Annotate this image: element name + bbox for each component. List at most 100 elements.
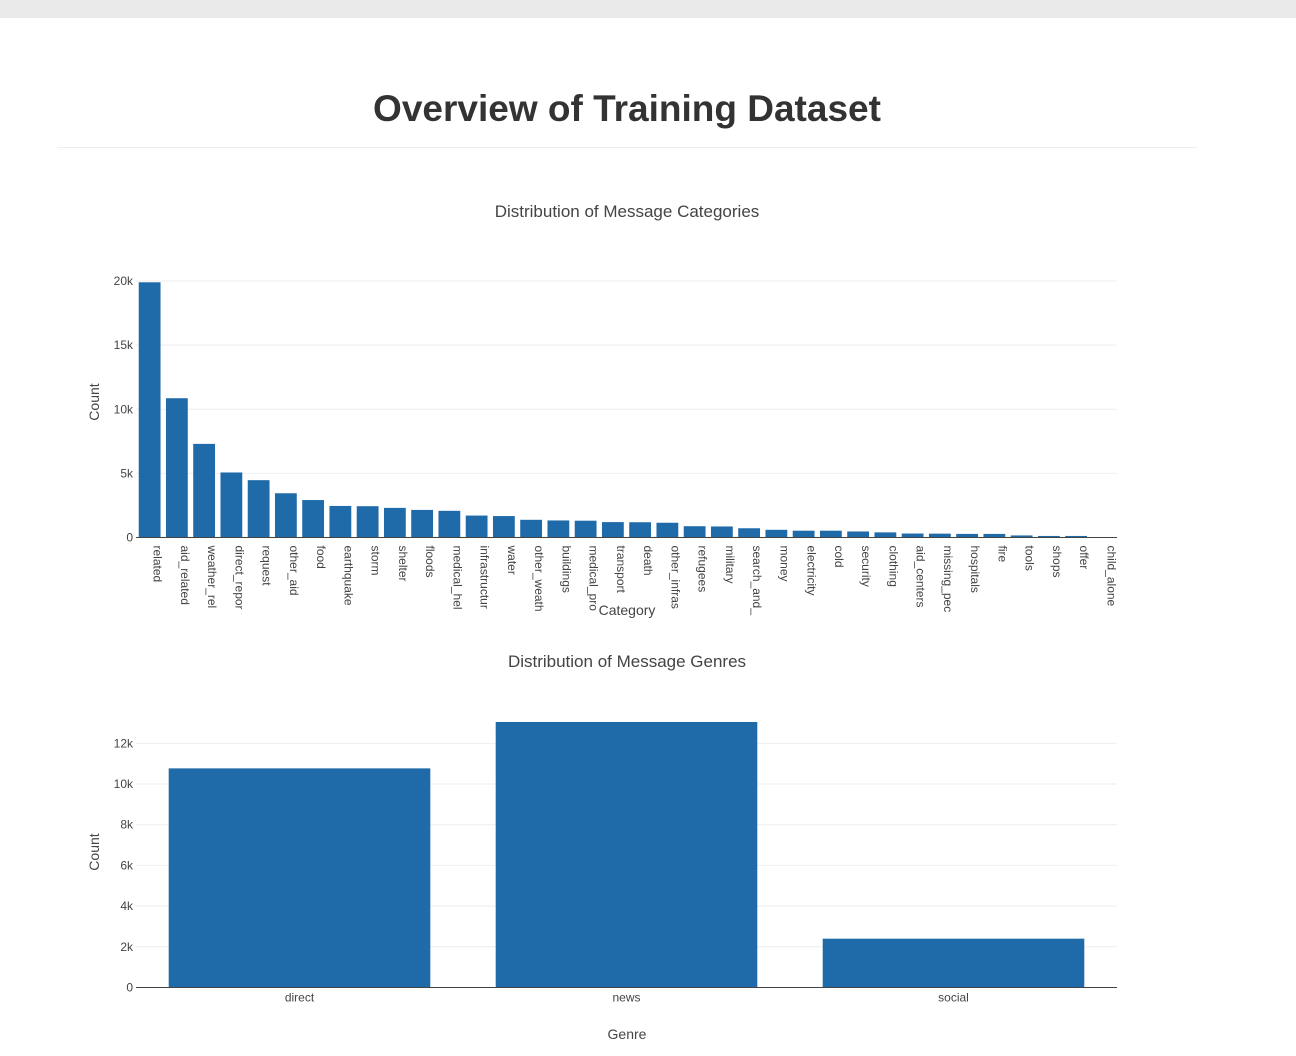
x-tick-label: social <box>938 991 969 1005</box>
y-tick-label: 0 <box>126 981 133 995</box>
bar <box>601 522 624 538</box>
x-tick-label: aid_centers <box>914 546 928 608</box>
x-axis-title: Category <box>599 602 656 618</box>
x-tick-label: transport <box>614 546 628 594</box>
y-axis-title: Count <box>86 833 102 870</box>
bar <box>819 530 842 538</box>
x-axis-ticks: related aid_related weather_rel direct_repo… <box>151 545 1119 616</box>
page-header: Overview of Training Dataset <box>57 18 1197 148</box>
chart-title: Distribution of Message Genres <box>508 652 746 671</box>
bar <box>901 533 924 538</box>
bar <box>220 472 243 538</box>
bar <box>847 531 870 538</box>
y-axis-ticks: 0 2k 4k 6k 8k 10k 12k <box>114 736 134 994</box>
x-axis-ticks: direct news social <box>285 991 969 1005</box>
y-tick-label: 4k <box>120 899 134 913</box>
bar <box>438 510 461 538</box>
x-tick-label: shops <box>1050 546 1064 578</box>
y-tick-label: 15k <box>114 338 134 352</box>
x-tick-label: security <box>859 546 873 587</box>
bar <box>710 526 733 538</box>
x-tick-label: aid_related <box>178 546 192 605</box>
browser-top-bar <box>0 0 1296 18</box>
bar <box>792 530 815 538</box>
bar <box>629 522 652 538</box>
x-tick-label: other_infras <box>668 546 682 609</box>
bar <box>822 938 1085 988</box>
x-tick-label: request <box>260 546 274 587</box>
bar <box>274 493 297 538</box>
x-tick-label: floods <box>423 546 437 578</box>
x-tick-label: medical_pro <box>587 546 601 612</box>
y-tick-label: 8k <box>120 818 134 832</box>
x-tick-label: direct <box>285 991 315 1005</box>
y-tick-label: 20k <box>114 274 134 288</box>
x-tick-label: medical_hel <box>450 546 464 610</box>
x-tick-label: tools <box>1023 546 1037 571</box>
y-tick-label: 10k <box>114 402 134 416</box>
bar <box>302 500 325 538</box>
x-tick-label: water <box>505 545 519 575</box>
x-tick-label: weather_rel <box>205 545 219 609</box>
chart-title: Distribution of Message Categories <box>495 202 760 221</box>
x-tick-label: death <box>641 546 655 576</box>
bar <box>956 533 979 538</box>
x-tick-label: shelter <box>396 546 410 582</box>
genre-bar-chart: Distribution of Message Genres 0 2k 4k 6k 8k… <box>86 652 1117 1042</box>
bar <box>465 515 488 538</box>
y-axis-title: Count <box>86 383 102 420</box>
bars <box>138 282 1088 538</box>
x-tick-label: missing_pec <box>941 546 955 613</box>
x-tick-label: infrastructur <box>478 546 492 609</box>
x-tick-label: military <box>723 546 737 584</box>
bar <box>874 532 897 538</box>
gridlines <box>136 280 1117 474</box>
x-tick-label: food <box>314 546 328 569</box>
x-tick-label: direct_repor <box>232 546 246 610</box>
y-tick-label: 6k <box>120 858 134 872</box>
bar <box>383 507 406 538</box>
bar <box>492 516 515 538</box>
bar <box>1037 535 1060 538</box>
bar <box>928 533 951 538</box>
bar <box>168 768 431 988</box>
x-tick-label: cold <box>832 546 846 568</box>
bar <box>547 520 570 538</box>
bar <box>165 398 188 538</box>
bar <box>983 533 1006 538</box>
x-tick-label: news <box>612 991 640 1005</box>
x-tick-label: related <box>151 546 165 583</box>
x-tick-label: clothing <box>886 546 900 587</box>
x-axis-title: Genre <box>608 1026 647 1042</box>
x-tick-label: child_alone <box>1104 546 1118 607</box>
y-tick-label: 12k <box>114 736 134 750</box>
bar <box>574 520 597 538</box>
bar <box>656 522 679 538</box>
bar <box>520 519 543 538</box>
bar <box>193 443 216 538</box>
bar <box>495 721 758 988</box>
x-tick-label: money <box>777 546 791 582</box>
x-tick-label: search_and_ <box>750 546 764 616</box>
x-tick-label: other_weath <box>532 546 546 612</box>
bar <box>738 528 761 538</box>
bar <box>1010 535 1033 538</box>
bar <box>1065 535 1088 538</box>
x-tick-label: electricity <box>805 546 819 596</box>
y-axis-ticks: 0 5k 10k 15k 20k <box>114 274 134 545</box>
bar <box>329 505 352 538</box>
x-tick-label: fire <box>995 546 1009 563</box>
bar <box>138 282 161 538</box>
bars <box>168 721 1085 988</box>
x-tick-label: earthquake <box>341 546 355 606</box>
y-tick-label: 2k <box>120 940 134 954</box>
category-bar-chart: Distribution of Message Categories 0 5k 10… <box>86 202 1119 618</box>
x-tick-label: offer <box>1077 546 1091 570</box>
bar <box>247 480 270 538</box>
x-tick-label: hospitals <box>968 546 982 593</box>
y-tick-label: 0 <box>126 531 133 545</box>
x-tick-label: buildings <box>559 546 573 593</box>
bar <box>683 526 706 538</box>
y-tick-label: 10k <box>114 777 134 791</box>
x-tick-label: other_aid <box>287 546 301 596</box>
